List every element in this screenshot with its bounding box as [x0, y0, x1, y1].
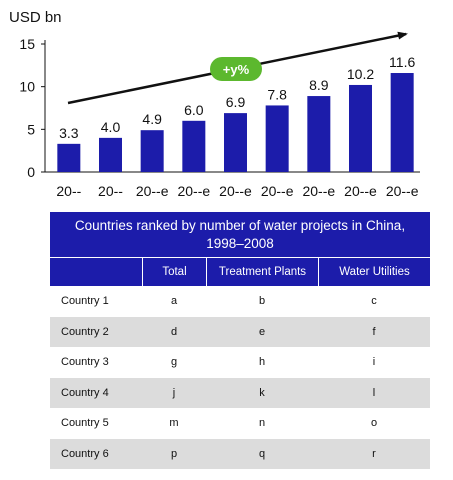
- table-row: Country 4 j k l: [50, 377, 430, 408]
- x-tick-label: 20--e: [344, 183, 377, 199]
- y-tick-label: 0: [27, 164, 35, 180]
- bar: [349, 84, 372, 172]
- x-tick-label: 20--e: [261, 183, 294, 199]
- x-tick-label: 20--e: [136, 183, 169, 199]
- bar-value-label: 4.0: [101, 119, 121, 135]
- x-tick-label: 20--: [98, 183, 123, 199]
- bar: [140, 130, 164, 172]
- y-tick-label: 15: [19, 36, 35, 52]
- cell-water-utilities: i: [372, 356, 376, 369]
- value-labels: 3.3 4.0 4.9 6.0 6.9 7.8 8.9 10.2 11.6: [59, 54, 415, 141]
- cell-total: a: [170, 295, 178, 308]
- table-row: Country 1 a b c: [50, 286, 430, 317]
- header-cell-country: [50, 258, 142, 286]
- table-row: Country 5 m n o: [50, 408, 430, 439]
- bars: [57, 73, 414, 172]
- cell-treatment-plants: e: [258, 325, 266, 338]
- header-cell-water-utilities: Water Utilities: [318, 258, 430, 286]
- y-tick-label: 10: [19, 79, 35, 95]
- cell-country: Country 3: [61, 356, 109, 369]
- cell-treatment-plants: q: [258, 447, 266, 460]
- bar: [307, 96, 331, 172]
- bar: [224, 113, 247, 172]
- table-title: Countries ranked by number of water proj…: [50, 212, 430, 258]
- x-tick-label: 20--e: [219, 183, 252, 199]
- bar-value-label: 7.8: [267, 86, 287, 102]
- cell-treatment-plants: n: [258, 417, 266, 430]
- x-tick-label: 20--e: [177, 183, 210, 199]
- x-tick-labels: 20-- 20-- 20--e 20--e 20--e 20--e 20--e 20--e 20…: [56, 183, 418, 199]
- cell-total: g: [170, 356, 178, 369]
- cell-water-utilities: c: [371, 295, 377, 308]
- bar-value-label: 11.6: [389, 54, 415, 70]
- cell-water-utilities: o: [370, 417, 378, 430]
- cell-treatment-plants: h: [258, 356, 266, 369]
- cell-water-utilities: l: [372, 386, 376, 399]
- cell-total: p: [170, 447, 178, 460]
- cell-treatment-plants: k: [259, 386, 265, 399]
- bar-value-label: 6.9: [226, 94, 246, 110]
- cell-water-utilities: f: [372, 325, 376, 338]
- table-row: Country 6 p q r: [50, 438, 430, 469]
- y-axis-unit-label: USD bn: [9, 9, 62, 26]
- projects-table: Countries ranked by number of water proj…: [50, 212, 430, 469]
- table-header-row: Total Treatment Plants Water Utilities: [50, 258, 430, 286]
- bar: [390, 73, 414, 172]
- cell-country: Country 6: [61, 447, 109, 460]
- bar: [57, 143, 81, 172]
- bar-chart: USD bn 0 5 10 15 3.3 4.0 4.9 6.0 6.9 7.8 8.9 10.2 1…: [9, 9, 420, 199]
- x-tick-label: 20--: [56, 183, 81, 199]
- bar: [265, 105, 289, 172]
- cell-treatment-plants: b: [258, 295, 266, 308]
- bar-value-label: 4.9: [142, 111, 162, 127]
- cell-total: j: [172, 386, 176, 399]
- x-tick-label: 20--e: [302, 183, 335, 199]
- trend-arrow: +y%: [67, 31, 408, 105]
- table-row: Country 3 g h i: [50, 347, 430, 378]
- header-cell-treatment-plants: Treatment Plants: [206, 258, 318, 286]
- growth-badge: [210, 57, 262, 81]
- bar-value-label: 3.3: [59, 125, 79, 141]
- x-tick-label: 20--e: [386, 183, 419, 199]
- cell-water-utilities: r: [372, 447, 376, 460]
- cell-country: Country 2: [61, 325, 109, 338]
- cell-country: Country 4: [61, 386, 109, 399]
- bar: [182, 120, 206, 172]
- cell-total: m: [169, 417, 179, 430]
- bar-value-label: 6.0: [184, 102, 204, 118]
- bar-value-label: 8.9: [309, 77, 329, 93]
- growth-badge-label: +y%: [223, 62, 250, 77]
- cell-country: Country 5: [61, 417, 109, 430]
- header-cell-total: Total: [142, 258, 206, 286]
- cell-total: d: [170, 325, 178, 338]
- y-tick-label: 5: [27, 121, 35, 137]
- bar-value-label: 10.2: [347, 66, 374, 82]
- cell-country: Country 1: [61, 295, 109, 308]
- bar: [99, 137, 122, 172]
- table-row: Country 2 d e f: [50, 316, 430, 347]
